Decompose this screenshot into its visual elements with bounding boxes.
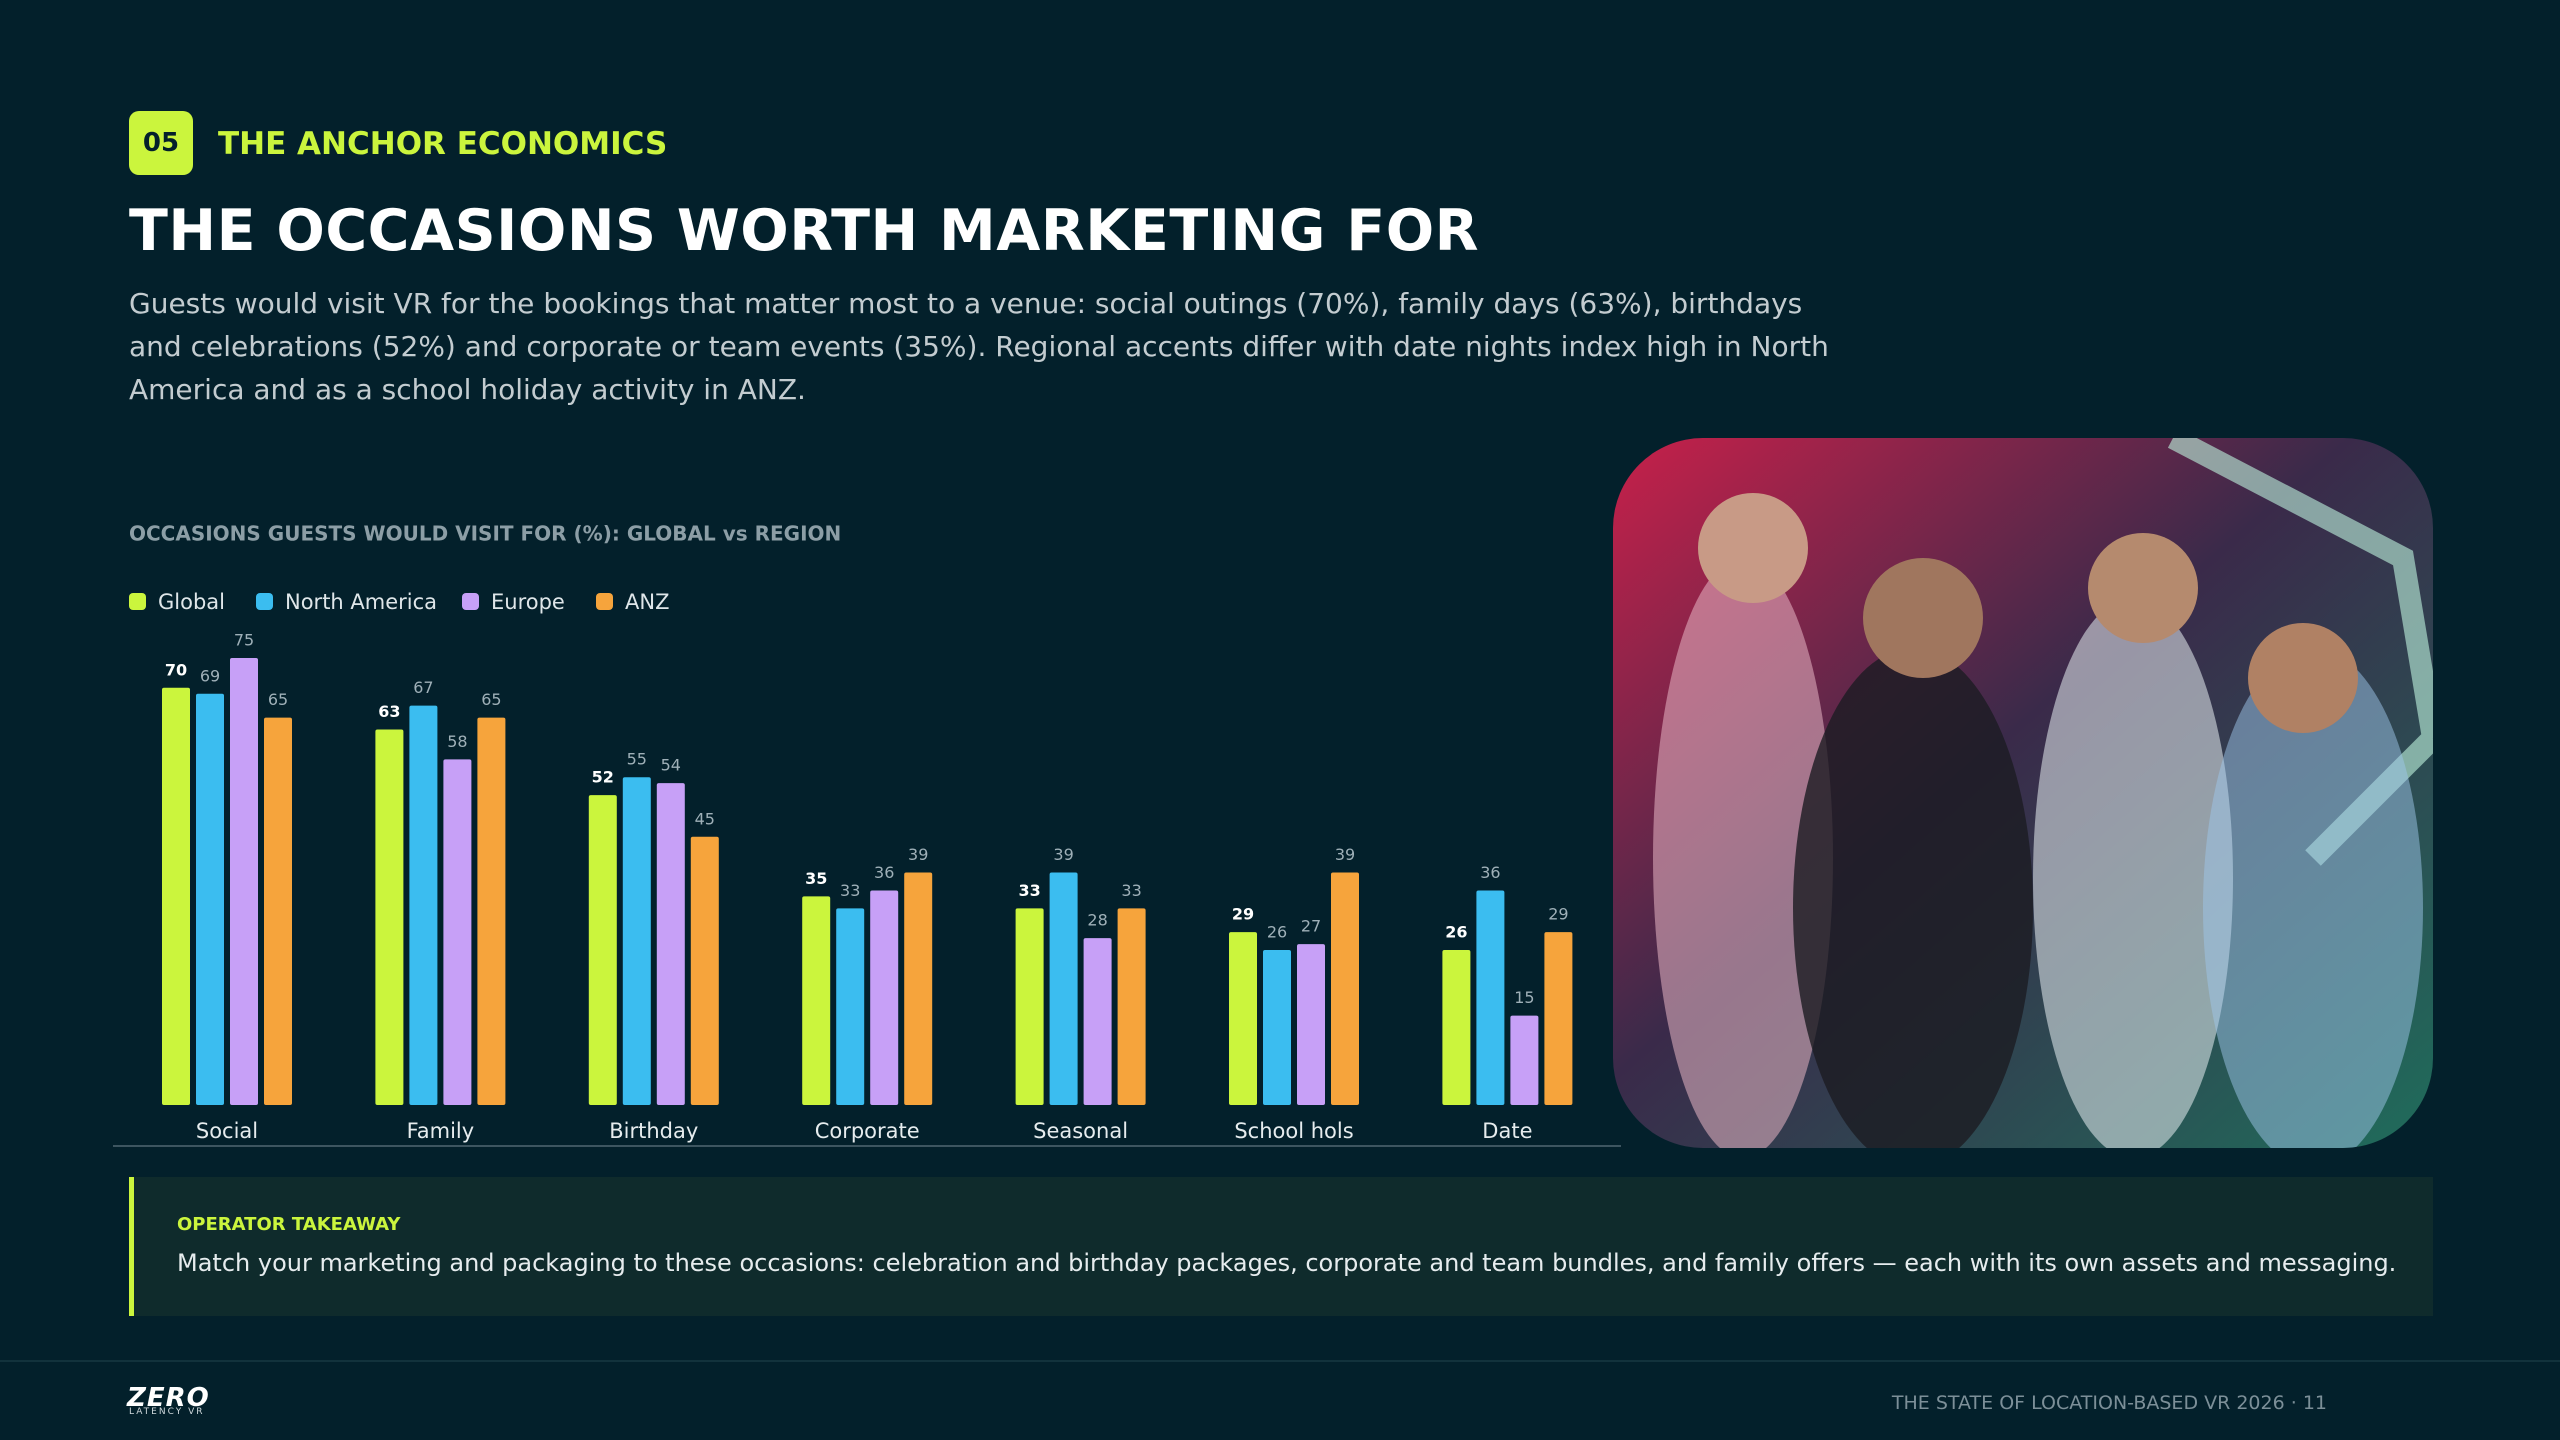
legend-label: ANZ (625, 590, 669, 614)
bar (904, 872, 933, 1105)
bar (477, 717, 506, 1105)
data-label: 67 (413, 678, 433, 697)
data-label: 36 (1480, 863, 1500, 882)
bar (162, 687, 190, 1105)
data-label: 33 (1018, 881, 1040, 900)
section-kicker: THE ANCHOR ECONOMICS (218, 126, 668, 162)
bar (196, 693, 224, 1105)
data-label: 63 (378, 702, 400, 721)
bar (1297, 944, 1325, 1105)
x-tick-label: Birthday (609, 1119, 698, 1143)
data-label: 69 (200, 666, 220, 685)
bar (264, 717, 292, 1105)
data-label: 55 (627, 750, 647, 769)
bar (1117, 908, 1146, 1105)
bar (443, 759, 472, 1105)
bar (836, 908, 865, 1105)
data-label: 33 (1121, 881, 1141, 900)
legend-label: Europe (491, 590, 565, 614)
x-tick-label: Date (1482, 1119, 1532, 1143)
photo (1613, 438, 2433, 1148)
bar (1510, 1015, 1539, 1105)
bar (375, 729, 404, 1105)
data-label: 26 (1267, 923, 1287, 942)
data-label: 39 (908, 845, 928, 864)
bar (622, 777, 651, 1105)
data-label: 29 (1548, 905, 1568, 924)
takeaway-box: OPERATOR TAKEAWAY Match your marketing a… (129, 1177, 2433, 1316)
bar (1049, 872, 1078, 1105)
footer-text: THE STATE OF LOCATION-BASED VR 2026 · 11 (1891, 1392, 2327, 1414)
x-tick-label: Family (407, 1119, 475, 1143)
data-label: 26 (1445, 923, 1467, 942)
bar (1229, 932, 1257, 1105)
bar (690, 836, 719, 1105)
data-label: 33 (840, 881, 860, 900)
x-tick-label: Social (196, 1119, 258, 1143)
takeaway-label: OPERATOR TAKEAWAY (177, 1214, 401, 1235)
bar (1442, 950, 1471, 1105)
data-label: 39 (1335, 845, 1355, 864)
bar (409, 705, 438, 1105)
bar (1331, 872, 1359, 1105)
data-label: 70 (165, 660, 187, 679)
data-label: 58 (447, 732, 467, 751)
legend-swatch (129, 593, 146, 610)
logo-subtitle: LATENCY VR (129, 1407, 205, 1417)
data-label: 65 (268, 690, 288, 709)
bar (230, 658, 258, 1105)
description: Guests would visit VR for the bookings t… (129, 287, 1829, 406)
data-label: 54 (661, 756, 681, 775)
data-label: 65 (481, 690, 501, 709)
chart-title: OCCASIONS GUESTS WOULD VISIT FOR (%): GL… (129, 522, 841, 546)
bar (1083, 938, 1112, 1105)
chart: OCCASIONS GUESTS WOULD VISIT FOR (%): GL… (113, 522, 1621, 1147)
legend-label: Global (158, 590, 225, 614)
legend-swatch (596, 593, 613, 610)
logo: ZERO (127, 1383, 210, 1413)
data-label: 27 (1301, 917, 1321, 936)
footer-rule (0, 1360, 2560, 1362)
data-label: 75 (234, 631, 254, 650)
data-label: 45 (695, 809, 715, 828)
x-tick-label: Seasonal (1033, 1119, 1128, 1143)
bar (870, 890, 899, 1105)
page-title: THE OCCASIONS WORTH MARKETING FOR (129, 198, 1480, 264)
section-badge: 05 (129, 111, 193, 175)
data-label: 35 (805, 869, 827, 888)
bar (802, 896, 831, 1105)
data-label: 39 (1053, 845, 1073, 864)
legend-swatch (462, 593, 479, 610)
x-tick-label: School hols (1234, 1119, 1353, 1143)
data-label: 15 (1514, 988, 1534, 1007)
takeaway-text: Match your marketing and packaging to th… (177, 1249, 2397, 1277)
photo-art (1613, 438, 2433, 1148)
bar (1263, 950, 1291, 1105)
data-label: 29 (1232, 905, 1254, 924)
legend-swatch (256, 593, 273, 610)
bar (1476, 890, 1505, 1105)
data-label: 28 (1087, 911, 1107, 930)
bar (656, 783, 685, 1105)
data-label: 36 (874, 863, 894, 882)
bar (1544, 932, 1573, 1105)
bar (1015, 908, 1044, 1105)
bar (588, 795, 617, 1105)
legend-label: North America (285, 590, 437, 614)
x-tick-label: Corporate (815, 1119, 920, 1143)
data-label: 52 (592, 768, 614, 787)
